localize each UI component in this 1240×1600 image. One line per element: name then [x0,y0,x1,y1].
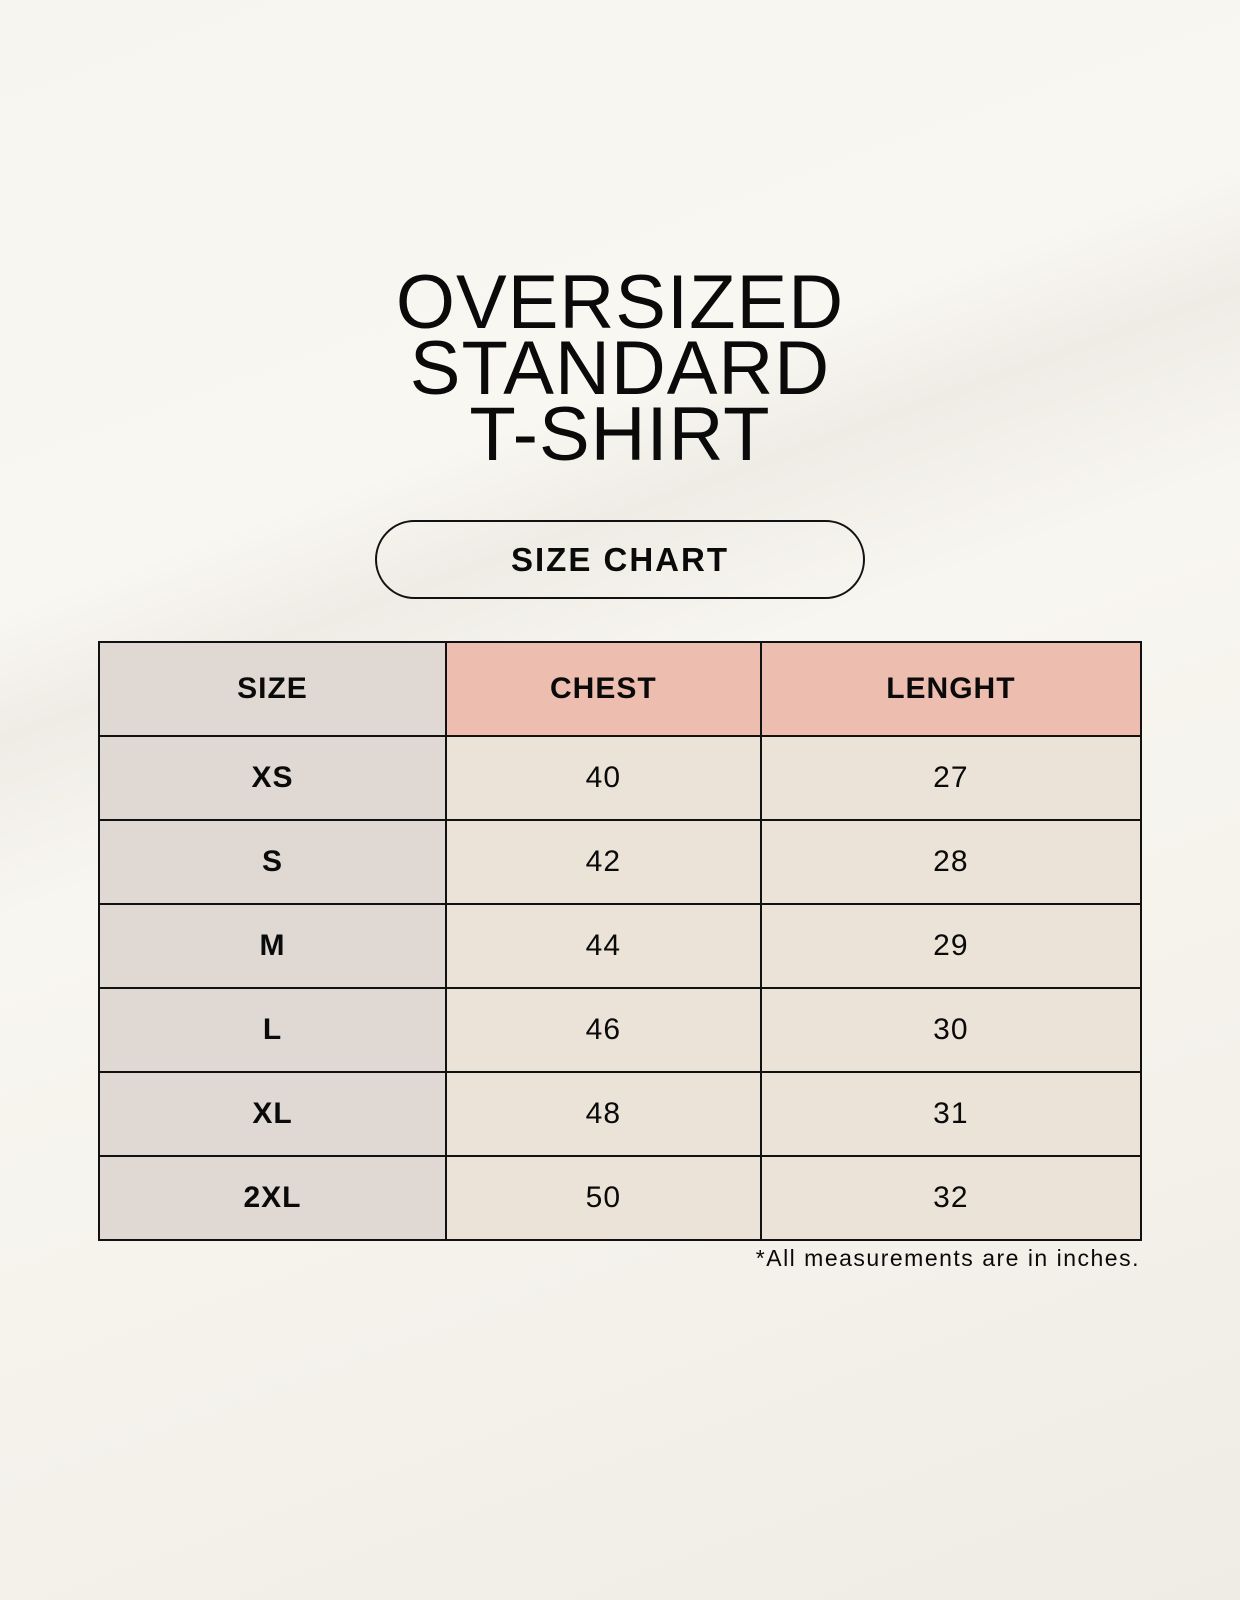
length-cell: 30 [759,987,1143,1073]
size-cell: S [98,819,447,905]
header-size: SIZE [98,641,447,737]
footnote: *All measurements are in inches. [755,1245,1140,1271]
length-cell: 27 [759,735,1143,821]
chest-cell: 46 [444,987,762,1073]
table-row: L 46 30 [98,987,1143,1073]
size-cell: XS [98,735,447,821]
chest-cell: 48 [444,1071,762,1157]
size-cell: L [98,987,447,1073]
size-table: SIZE CHEST LENGHT XS 40 27 S 42 28 M 44 29 L 46 30 X… [98,641,1143,1241]
table-row: S 42 28 [98,819,1143,905]
size-cell: XL [98,1071,447,1157]
table-row: 2XL 50 32 [98,1155,1143,1241]
chest-cell: 44 [444,903,762,989]
length-cell: 28 [759,819,1143,905]
title-line-1: OVERSIZED [395,260,845,345]
length-cell: 32 [759,1155,1143,1241]
table-row: XL 48 31 [98,1071,1143,1157]
header-chest: CHEST [444,641,762,737]
header-length: LENGHT [759,641,1143,737]
page-title: OVERSIZED STANDARD T-SHIRT [0,260,1240,477]
table-body: XS 40 27 S 42 28 M 44 29 L 46 30 XL 48 31 2XL 50 32 [98,735,1143,1241]
size-cell: 2XL [98,1155,447,1241]
title-line-2: STANDARD [409,326,831,411]
title-line-3: T-SHIRT [469,392,771,477]
chest-cell: 42 [444,819,762,905]
length-cell: 31 [759,1071,1143,1157]
table-row: M 44 29 [98,903,1143,989]
chest-cell: 40 [444,735,762,821]
length-cell: 29 [759,903,1143,989]
table-header-row: SIZE CHEST LENGHT [98,641,1143,737]
table-row: XS 40 27 [98,735,1143,821]
size-cell: M [98,903,447,989]
size-chart-badge: SIZE CHART [375,520,865,599]
chest-cell: 50 [444,1155,762,1241]
